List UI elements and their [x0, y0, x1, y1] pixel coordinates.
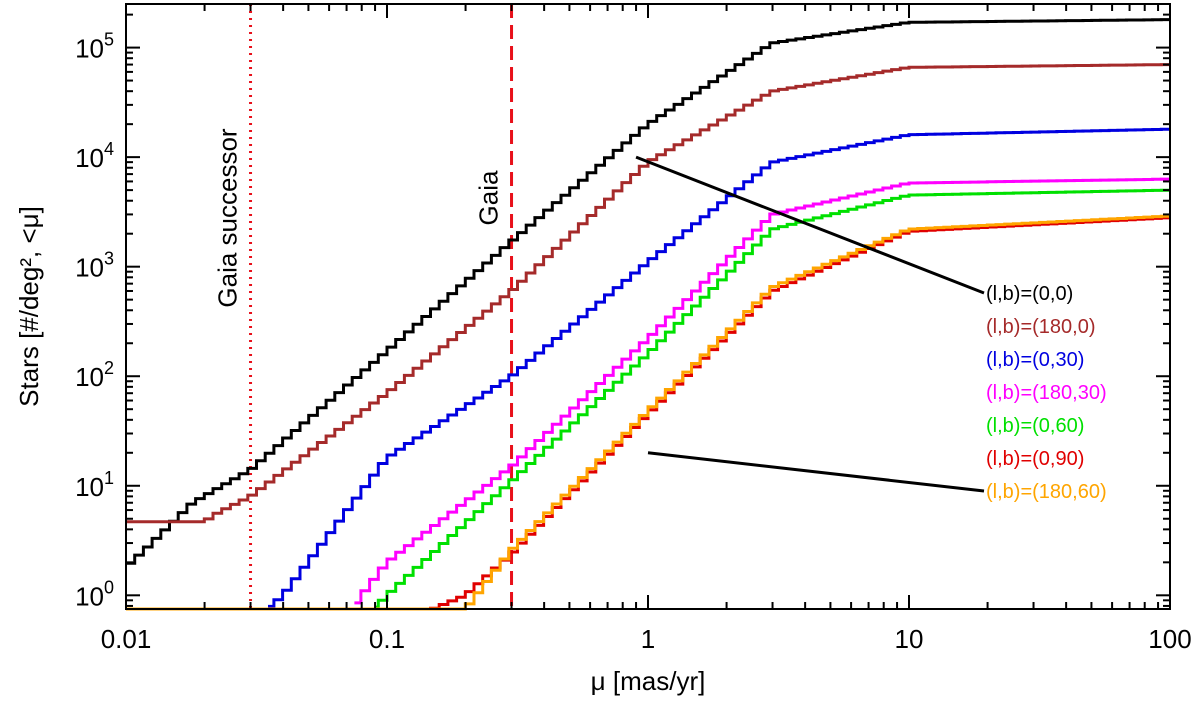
series-line: [268, 127, 1170, 608]
vertical-marker-label: Gaia successor: [213, 128, 243, 308]
annotations: [635, 155, 985, 493]
y-axis-title: Stars [#/deg², <μ]: [14, 206, 44, 407]
y-tick-label: 101: [75, 468, 114, 502]
series-line: [126, 214, 1170, 611]
legend-entry: (l,b)=(0,90): [986, 448, 1084, 470]
y-axis: 100 101 102 103 104 105: [75, 13, 1170, 611]
series-line: [126, 18, 1170, 565]
y-tick-label: 104: [75, 139, 114, 173]
legend-entry: (l,b)=(0,0): [986, 283, 1073, 305]
x-tick-label: 0.01: [101, 624, 152, 654]
y-tick-label: 105: [75, 30, 114, 64]
x-tick-label: 1: [641, 624, 655, 654]
legend-entry: (l,b)=(180,0): [986, 316, 1096, 338]
x-tick-label: 10: [895, 624, 924, 654]
plot-frame: [125, 3, 1171, 610]
y-tick-label: 103: [75, 249, 114, 283]
vertical-marker-label: Gaia: [474, 170, 504, 225]
y-tick-label: 100: [75, 577, 114, 611]
legend-entry: (l,b)=(180,30): [986, 382, 1107, 404]
vertical-markers: Gaia successor Gaia: [213, 4, 514, 609]
series-line: [354, 177, 1170, 605]
y-tick-label: 102: [75, 358, 114, 392]
legend-entry: (l,b)=(0,30): [986, 349, 1084, 371]
x-axis-title: μ [mas/yr]: [591, 666, 706, 696]
x-tick-label: 100: [1148, 624, 1191, 654]
legend-entry: (l,b)=(180,60): [986, 481, 1107, 503]
series-line: [126, 63, 1170, 524]
annotation-pointer-line: [635, 155, 985, 295]
annotation-pointer-line: [647, 451, 985, 493]
legend-entry: (l,b)=(0,60): [986, 415, 1084, 437]
series-line: [375, 188, 1170, 609]
x-axis: 0.01 0.1 1 10 100: [101, 4, 1192, 654]
x-tick-label: 0.1: [369, 624, 405, 654]
legend: (l,b)=(0,0) (l,b)=(180,0) (l,b)=(0,30) (l,b…: [986, 283, 1107, 503]
series-lines: [126, 18, 1170, 611]
